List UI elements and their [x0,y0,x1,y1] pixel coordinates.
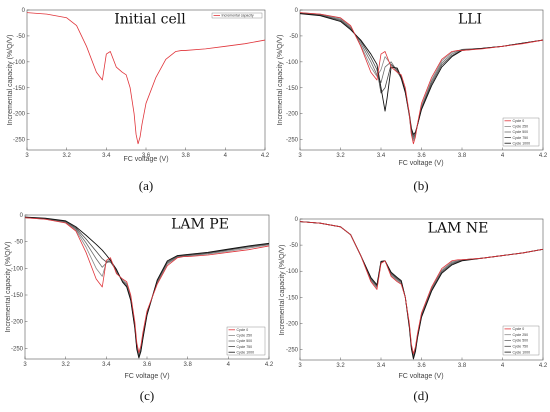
panel-title: LAM NE [428,221,489,237]
x-tick-label: 4 [224,153,228,159]
y-tick-label: -150 [286,295,299,301]
y-tick-label: -150 [286,86,299,92]
legend-label: Cycle 250 [513,125,529,129]
x-tick-label: 3.8 [183,362,192,368]
x-tick-label: 3.6 [417,363,426,369]
y-tick-label: -250 [286,138,299,144]
y-tick-label: -50 [289,34,298,40]
y-tick-label: -250 [11,346,24,352]
x-tick-label: 4 [501,363,505,369]
legend-label: Cycle 1000 [237,350,255,354]
x-tick-label: 4.2 [265,362,274,368]
y-tick-label: -250 [13,138,26,144]
y-tick-label: -100 [286,60,299,66]
y-tick-label: -200 [286,112,299,118]
x-axis-label: FC voltage (V) [123,156,168,163]
y-axis-label: Incremental capacity (%/Q/V) [277,34,284,125]
x-tick-label: 4.2 [261,153,270,159]
x-tick-label: 3.4 [102,153,111,159]
x-tick-label: 4.2 [539,153,548,159]
series-line-cycle-0 [24,217,270,354]
y-tick-label: 0 [295,217,299,223]
y-tick-label: -50 [14,240,23,246]
x-tick-label: 3.2 [62,153,71,159]
series-line-incremental-capacity [26,12,266,145]
panel-caption: (a) [139,178,153,193]
x-tick-label: 3.6 [143,362,152,368]
panel-a: Initial cell 3 3.2 3.4 3.6 3.8 4 4.2 0 -50 -100 -1… [7,8,270,193]
series-line-cycle-1000 [299,221,544,360]
x-tick-label: 3 [23,362,27,368]
y-tick-label: 0 [22,8,26,14]
y-tick-label: -200 [286,321,299,327]
legend-label: Cycle 250 [237,334,253,338]
panel-title: LLI [458,12,482,28]
series-line-cycle-0 [299,221,544,355]
x-tick-label: 4.2 [539,363,548,369]
y-tick-label: -100 [13,60,26,66]
y-tick-label: 0 [20,213,24,219]
legend-label: Cycle 500 [513,130,529,134]
legend-label: Cycle 750 [237,345,253,349]
legend-label: Cycle 0 [237,328,249,332]
y-tick-label: 0 [295,8,299,14]
panel-c: LAM PE 3 3.2 3.4 3.6 3.8 4 4.2 0 -50 -100 -150 -200… [5,213,274,403]
x-tick-label: 3.8 [458,363,467,369]
legend-label: Cycle 1000 [513,350,531,354]
panel-title: Initial cell [114,12,186,28]
series-line-cycle-1000 [24,216,270,359]
series-line-cycle-0 [299,12,544,145]
x-tick-label: 3.6 [142,153,151,159]
x-tick-label: 3.8 [181,153,190,159]
y-tick-label: -150 [11,293,24,299]
x-tick-label: 3 [25,153,29,159]
x-tick-label: 4 [501,153,505,159]
y-tick-label: -50 [16,34,25,40]
x-tick-label: 3.4 [377,153,386,159]
legend-label: Cycle 1000 [513,141,531,145]
legend-label: Incremental capacity [222,14,254,18]
x-tick-label: 3.2 [61,362,70,368]
x-tick-label: 3.4 [377,363,386,369]
y-tick-label: -100 [286,269,299,275]
x-tick-label: 3 [298,153,302,159]
panel-title: LAM PE [171,217,229,233]
y-tick-label: -50 [289,243,298,249]
y-tick-label: -100 [11,266,24,272]
y-tick-label: -250 [286,348,299,354]
x-tick-label: 3.2 [336,153,345,159]
legend-box [502,117,540,147]
legend-label: Cycle 0 [513,119,525,123]
legend-label: Cycle 0 [513,327,525,331]
panel-caption: (b) [413,178,428,193]
legend-label: Cycle 250 [513,333,529,337]
panel-d: LAM NE 3 3.2 3.4 3.6 3.8 4 4.2 0 -50 -100 -150 -200… [279,217,548,403]
legend-label: Cycle 500 [237,339,253,343]
legend-label: Cycle 750 [513,345,529,349]
y-axis-label: Incremental capacity (%/Q/V) [7,34,14,125]
panel-caption: (d) [413,388,428,403]
legend-label: Cycle 500 [513,339,529,343]
panel-b: LLI 3 3.2 3.4 3.6 3.8 4 4.2 0 -50 -100 -150 -200 -25… [277,8,548,193]
legend-box [211,12,263,19]
y-tick-label: -150 [13,86,26,92]
x-tick-label: 3.2 [336,363,345,369]
y-tick-label: -200 [13,112,26,118]
y-tick-label: -200 [11,320,24,326]
panel-caption: (c) [140,388,154,403]
x-axis-label: FC voltage (V) [398,160,443,167]
x-tick-label: 4 [227,362,231,368]
x-tick-label: 3 [298,363,302,369]
x-axis-label: FC voltage (V) [398,373,443,380]
legend-label: Cycle 750 [513,136,529,140]
x-tick-label: 3.6 [417,153,426,159]
y-axis-label: Incremental capacity (%/Q/V) [279,244,286,335]
x-axis-label: FC voltage (V) [124,373,169,380]
y-axis-label: Incremental capacity (%/Q/V) [5,241,12,332]
x-tick-label: 3.8 [458,153,467,159]
x-tick-label: 3.4 [102,362,111,368]
